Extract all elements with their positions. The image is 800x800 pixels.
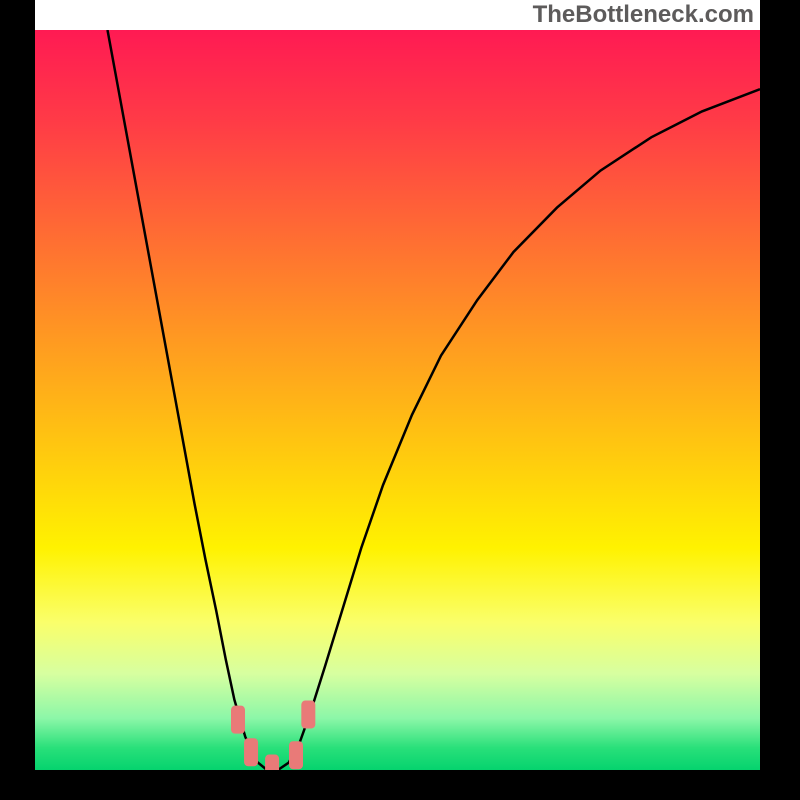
plot-area: [35, 30, 760, 770]
chart-svg: [35, 30, 760, 770]
curve-marker: [289, 741, 303, 769]
bottleneck-curve: [108, 30, 761, 770]
watermark-bar: TheBottleneck.com: [35, 0, 760, 30]
curve-marker: [244, 738, 258, 766]
watermark-text: TheBottleneck.com: [533, 1, 754, 29]
curve-marker: [301, 700, 315, 728]
curve-marker: [231, 706, 245, 734]
chart-stage: TheBottleneck.com: [0, 0, 800, 800]
curve-marker: [265, 755, 279, 770]
